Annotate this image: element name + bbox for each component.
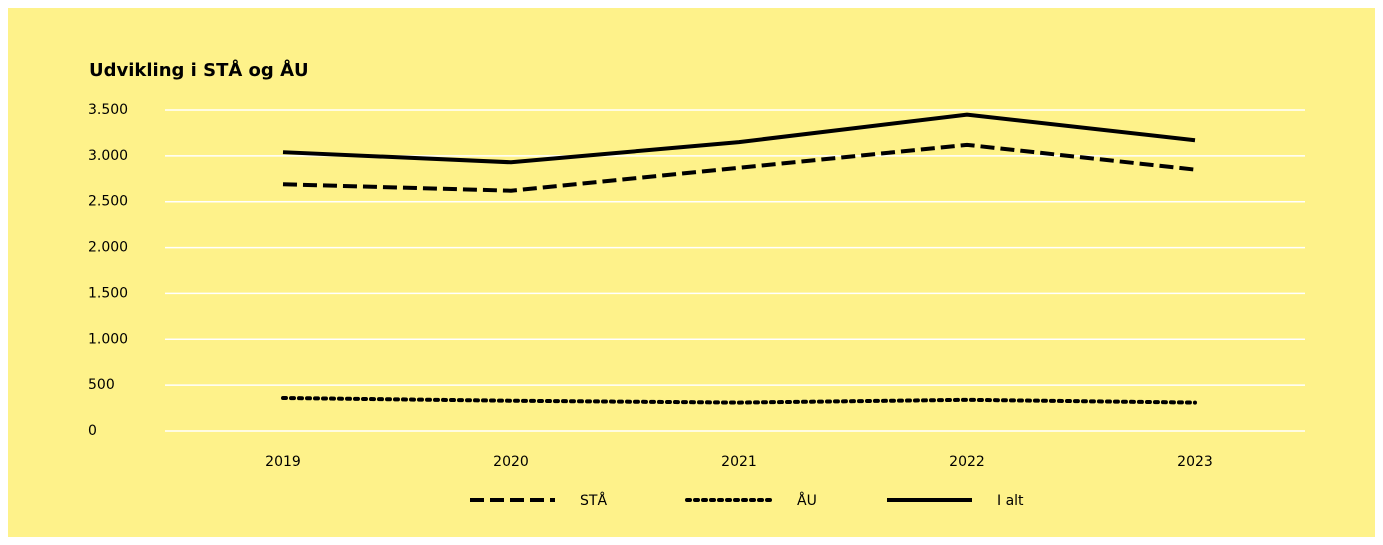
- y-tick-label: 2.500: [88, 194, 128, 210]
- y-tick-label: 2.000: [88, 240, 128, 256]
- y-tick-label: 1.000: [88, 331, 128, 347]
- legend-label: STÅ: [580, 492, 607, 509]
- y-tick-label: 0: [88, 423, 97, 439]
- x-tick-label: 2023: [1177, 454, 1213, 470]
- x-tick-label: 2022: [949, 454, 985, 470]
- x-tick-label: 2021: [721, 454, 757, 470]
- x-tick-label: 2019: [265, 454, 301, 470]
- series-line: [282, 142, 1196, 193]
- series-line: [281, 395, 1197, 405]
- chart-title: Udvikling i STÅ og ÅU: [89, 58, 309, 81]
- y-tick-label: 1.500: [88, 285, 128, 301]
- series-line: [282, 112, 1196, 165]
- legend-label: ÅU: [797, 492, 817, 509]
- x-tick-label: 2020: [493, 454, 529, 470]
- chart-background: [8, 8, 1375, 537]
- y-tick-label: 500: [88, 377, 115, 393]
- y-tick-label: 3.500: [88, 102, 128, 118]
- y-tick-label: 3.000: [88, 148, 128, 164]
- legend-label: I alt: [997, 493, 1024, 509]
